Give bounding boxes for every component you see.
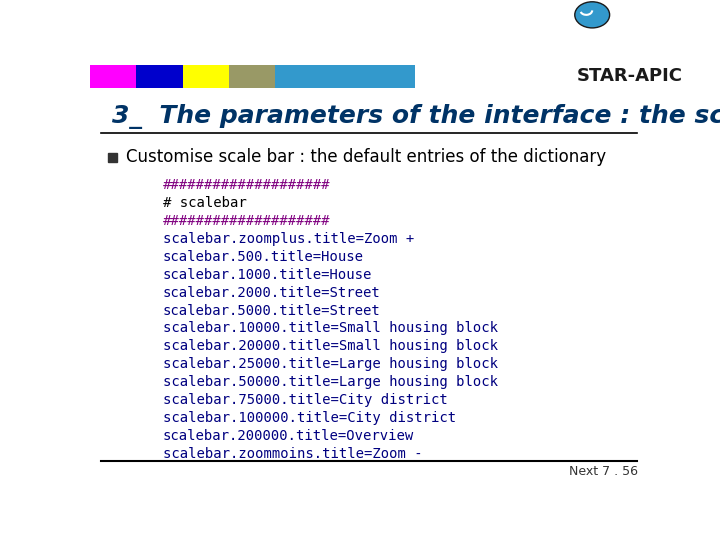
FancyBboxPatch shape: [90, 65, 136, 87]
Text: ####################: ####################: [163, 178, 330, 192]
Text: scalebar.50000.title=Large housing block: scalebar.50000.title=Large housing block: [163, 375, 498, 389]
Text: 3_  The parameters of the interface : the scale bar: 3_ The parameters of the interface : the…: [112, 104, 720, 129]
Text: scalebar.zoomplus.title=Zoom +: scalebar.zoomplus.title=Zoom +: [163, 232, 414, 246]
FancyBboxPatch shape: [229, 65, 275, 87]
Text: scalebar.20000.title=Small housing block: scalebar.20000.title=Small housing block: [163, 339, 498, 353]
Text: scalebar.5000.title=Street: scalebar.5000.title=Street: [163, 303, 380, 318]
Text: STAR-APIC: STAR-APIC: [577, 68, 683, 85]
Text: scalebar.500.title=House: scalebar.500.title=House: [163, 250, 364, 264]
Text: Next 7 . 56: Next 7 . 56: [569, 465, 638, 478]
Text: scalebar.200000.title=Overview: scalebar.200000.title=Overview: [163, 429, 414, 443]
Text: scalebar.25000.title=Large housing block: scalebar.25000.title=Large housing block: [163, 357, 498, 371]
Text: scalebar.2000.title=Street: scalebar.2000.title=Street: [163, 286, 380, 300]
FancyBboxPatch shape: [183, 65, 229, 87]
Text: scalebar.100000.title=City district: scalebar.100000.title=City district: [163, 411, 456, 425]
Text: scalebar.zoommoins.title=Zoom -: scalebar.zoommoins.title=Zoom -: [163, 447, 422, 461]
Text: # scalebar: # scalebar: [163, 196, 246, 210]
Text: Customise scale bar : the default entries of the dictionary: Customise scale bar : the default entrie…: [126, 148, 606, 166]
Text: ####################: ####################: [163, 214, 330, 228]
Text: scalebar.75000.title=City district: scalebar.75000.title=City district: [163, 393, 447, 407]
FancyBboxPatch shape: [136, 65, 183, 87]
FancyBboxPatch shape: [275, 65, 415, 87]
FancyBboxPatch shape: [108, 152, 117, 161]
Text: scalebar.1000.title=House: scalebar.1000.title=House: [163, 268, 372, 282]
Circle shape: [575, 2, 610, 28]
Text: scalebar.10000.title=Small housing block: scalebar.10000.title=Small housing block: [163, 321, 498, 335]
